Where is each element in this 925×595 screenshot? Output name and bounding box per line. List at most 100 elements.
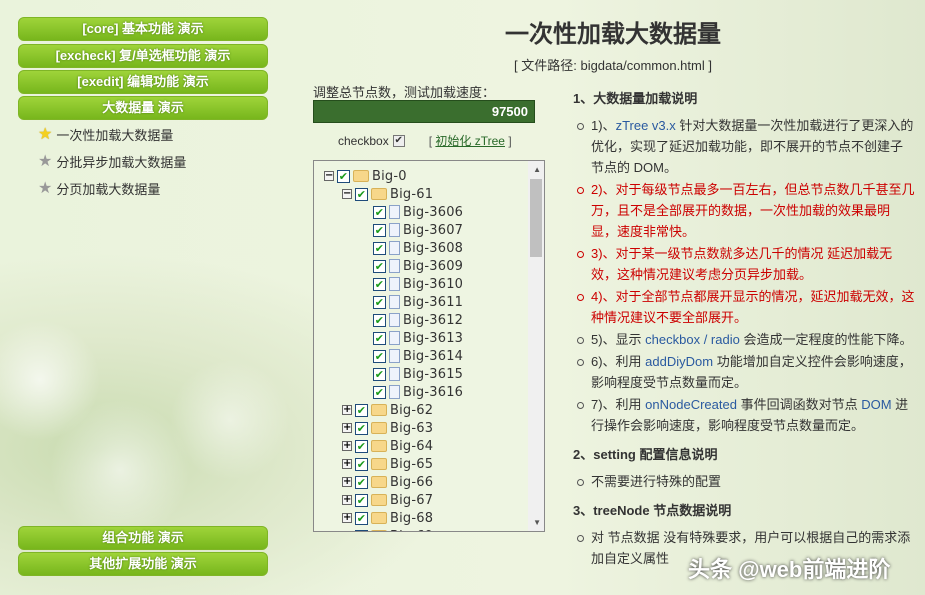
demo-link-common[interactable]: ★ 一次性加载大数据量 bbox=[38, 124, 173, 144]
scroll-down-icon[interactable]: ▼ bbox=[533, 518, 541, 527]
node-count-input[interactable]: 97500 bbox=[313, 100, 535, 123]
node-checkbox[interactable]: ✔ bbox=[355, 457, 368, 471]
tree-node[interactable]: ✔ Big-3616 bbox=[360, 383, 463, 401]
tree-scrollbar[interactable]: ▲ ▼ bbox=[528, 161, 544, 531]
tree-node[interactable]: ✔ Big-3613 bbox=[360, 329, 463, 347]
node-checkbox[interactable]: ✔ bbox=[373, 277, 386, 291]
node-name[interactable]: Big-0 bbox=[372, 168, 407, 184]
demo-link-async[interactable]: ★ 分批异步加载大数据量 bbox=[38, 151, 186, 171]
tree-node[interactable]: ✔ Big-3607 bbox=[360, 221, 463, 239]
list-item: 2)、对于每级节点最多一百左右，但总节点数几千甚至几万，且不是全部展开的数据，一… bbox=[573, 179, 915, 242]
node-name[interactable]: Big-62 bbox=[390, 402, 434, 418]
ztree[interactable]: − ✔ Big-0− ✔ Big-61 ✔ Big-3606 ✔ Big-3607 ✔ Big-36… bbox=[313, 160, 545, 532]
tree-node[interactable]: + ✔ Big-62 bbox=[342, 401, 433, 419]
node-checkbox[interactable]: ✔ bbox=[355, 511, 368, 525]
node-name[interactable]: Big-3614 bbox=[403, 348, 464, 364]
other-demo-button[interactable]: 其他扩展功能 演示 bbox=[18, 552, 268, 576]
list-item: 1)、zTree v3.x 针对大数据量一次性加载进行了更深入的优化，实现了延迟… bbox=[573, 115, 915, 178]
node-checkbox[interactable]: ✔ bbox=[355, 187, 368, 201]
node-checkbox[interactable]: ✔ bbox=[373, 241, 386, 255]
tree-node[interactable]: − ✔ Big-0 bbox=[324, 167, 407, 185]
list-item: 对 节点数据 没有特殊要求，用户可以根据自己的需求添加自定义属性 bbox=[573, 527, 915, 569]
node-checkbox[interactable]: ✔ bbox=[373, 295, 386, 309]
node-checkbox[interactable]: ✔ bbox=[355, 529, 368, 531]
expand-icon[interactable]: + bbox=[343, 531, 351, 532]
text: 5)、显示 bbox=[591, 332, 646, 347]
list-item: 7)、利用 onNodeCreated 事件回调函数对节点 DOM 进行操作会影… bbox=[573, 394, 915, 436]
node-name[interactable]: Big-3613 bbox=[403, 330, 464, 346]
tree-node[interactable]: ✔ Big-3610 bbox=[360, 275, 463, 293]
tree-node[interactable]: + ✔ Big-63 bbox=[342, 419, 433, 437]
collapse-icon[interactable]: − bbox=[342, 188, 352, 199]
tree-node[interactable]: ✔ Big-3609 bbox=[360, 257, 463, 275]
node-name[interactable]: Big-63 bbox=[390, 420, 434, 436]
node-name[interactable]: Big-68 bbox=[390, 510, 434, 526]
node-name[interactable]: Big-66 bbox=[390, 474, 434, 490]
tree-node[interactable]: ✔ Big-3612 bbox=[360, 311, 463, 329]
core-demo-button[interactable]: [core] 基本功能 演示 bbox=[18, 17, 268, 41]
node-checkbox[interactable]: ✔ bbox=[355, 439, 368, 453]
node-checkbox[interactable]: ✔ bbox=[355, 493, 368, 507]
tree-node[interactable]: + ✔ Big-68 bbox=[342, 509, 433, 527]
node-name[interactable]: Big-61 bbox=[390, 186, 434, 202]
scroll-up-icon[interactable]: ▲ bbox=[533, 165, 541, 174]
bigdata-demo-button[interactable]: 大数据量 演示 bbox=[18, 96, 268, 120]
node-checkbox[interactable]: ✔ bbox=[373, 205, 386, 219]
node-name[interactable]: Big-3608 bbox=[403, 240, 464, 256]
expand-icon[interactable]: + bbox=[342, 512, 352, 523]
tree-node[interactable]: + ✔ Big-66 bbox=[342, 473, 433, 491]
node-name[interactable]: Big-3609 bbox=[403, 258, 464, 274]
node-checkbox[interactable]: ✔ bbox=[373, 313, 386, 327]
tree-node[interactable]: ✔ Big-3608 bbox=[360, 239, 463, 257]
node-checkbox[interactable]: ✔ bbox=[355, 403, 368, 417]
node-name[interactable]: Big-67 bbox=[390, 492, 434, 508]
tree-node[interactable]: + ✔ Big-65 bbox=[342, 455, 433, 473]
checkbox-toggle[interactable]: ✔ bbox=[392, 134, 405, 147]
expand-icon[interactable]: + bbox=[342, 458, 352, 469]
expand-icon[interactable]: + bbox=[342, 404, 352, 415]
scrollbar-thumb[interactable] bbox=[530, 179, 542, 257]
tree-node[interactable]: + ✔ Big-64 bbox=[342, 437, 433, 455]
node-checkbox[interactable]: ✔ bbox=[373, 259, 386, 273]
node-checkbox[interactable]: ✔ bbox=[373, 349, 386, 363]
collapse-icon[interactable]: − bbox=[324, 170, 334, 181]
node-name[interactable]: Big-3606 bbox=[403, 204, 464, 220]
demo-link-page[interactable]: ★ 分页加载大数据量 bbox=[38, 178, 160, 198]
tree-node[interactable]: + ✔ Big-69 bbox=[342, 527, 433, 532]
exedit-demo-button[interactable]: [exedit] 编辑功能 演示 bbox=[18, 70, 268, 94]
tree-node[interactable]: ✔ Big-3614 bbox=[360, 347, 463, 365]
tree-node[interactable]: − ✔ Big-61 bbox=[342, 185, 433, 203]
star-yellow-icon: ★ bbox=[38, 126, 53, 143]
node-name[interactable]: Big-3611 bbox=[403, 294, 464, 310]
tree-node[interactable]: ✔ Big-3615 bbox=[360, 365, 463, 383]
file-icon bbox=[389, 259, 400, 273]
node-checkbox[interactable]: ✔ bbox=[373, 367, 386, 381]
node-name[interactable]: Big-3615 bbox=[403, 366, 464, 382]
expand-icon[interactable]: + bbox=[342, 422, 352, 433]
node-name[interactable]: Big-65 bbox=[390, 456, 434, 472]
node-checkbox[interactable]: ✔ bbox=[373, 385, 386, 399]
file-icon bbox=[389, 349, 400, 363]
expand-icon[interactable]: + bbox=[342, 476, 352, 487]
tree-node[interactable]: ✔ Big-3606 bbox=[360, 203, 463, 221]
node-name[interactable]: Big-3610 bbox=[403, 276, 464, 292]
node-name[interactable]: Big-69 bbox=[390, 529, 433, 532]
node-name[interactable]: Big-64 bbox=[390, 438, 434, 454]
expand-icon[interactable]: + bbox=[342, 440, 352, 451]
node-name[interactable]: Big-3607 bbox=[403, 222, 464, 238]
node-checkbox[interactable]: ✔ bbox=[373, 331, 386, 345]
init-ztree-link[interactable]: 初始化 zTree bbox=[435, 134, 505, 148]
text: DOM bbox=[861, 397, 892, 412]
node-name[interactable]: Big-3616 bbox=[403, 384, 464, 400]
excheck-demo-button[interactable]: [excheck] 复/单选框功能 演示 bbox=[18, 44, 268, 68]
node-checkbox[interactable]: ✔ bbox=[355, 421, 368, 435]
node-checkbox[interactable]: ✔ bbox=[355, 475, 368, 489]
tree-node[interactable]: ✔ Big-3611 bbox=[360, 293, 463, 311]
node-name[interactable]: Big-3612 bbox=[403, 312, 464, 328]
node-checkbox[interactable]: ✔ bbox=[337, 169, 350, 183]
folder-icon bbox=[371, 512, 387, 524]
expand-icon[interactable]: + bbox=[342, 494, 352, 505]
tree-node[interactable]: + ✔ Big-67 bbox=[342, 491, 433, 509]
node-checkbox[interactable]: ✔ bbox=[373, 223, 386, 237]
super-demo-button[interactable]: 组合功能 演示 bbox=[18, 526, 268, 550]
